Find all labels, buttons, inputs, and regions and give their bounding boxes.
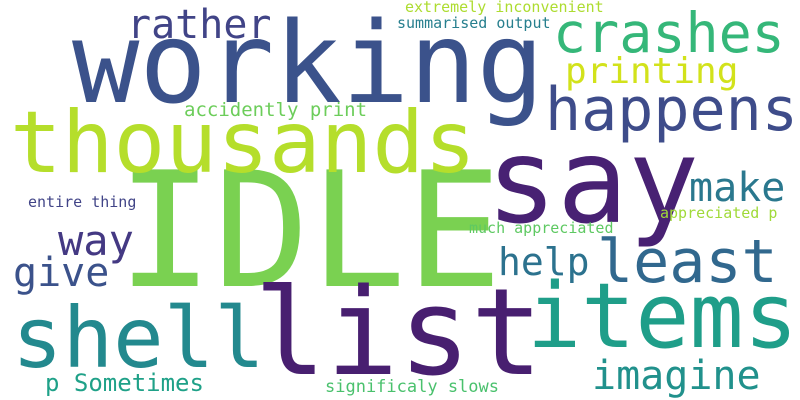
word-appreciated-p: appreciated p [660, 204, 778, 222]
word-list: list [254, 264, 543, 400]
word-least: least [597, 227, 778, 297]
word-significaly-slows: significaly slows [325, 377, 499, 397]
word-shell: shell [12, 289, 265, 387]
word-accidently-print: accidently print [184, 99, 368, 121]
word-say: say [486, 112, 700, 250]
word-make: make [689, 165, 786, 211]
word-summarised-output: summarised output [397, 14, 551, 32]
word-entire-thing: entire thing [28, 193, 137, 211]
word-idle: IDLE [117, 137, 503, 324]
word-help: help [498, 240, 590, 284]
word-way: way [58, 216, 134, 265]
word-printing: printing [565, 51, 739, 92]
word-happens: happens [545, 75, 798, 145]
word-rather: rather [127, 2, 272, 48]
word-much-appreciated: much appreciated [469, 219, 614, 237]
word-give: give [13, 250, 110, 296]
word-thousands: thousands [10, 93, 476, 193]
word-items: items [527, 264, 798, 369]
word-imagine: imagine [592, 353, 761, 399]
word-crashes: crashes [553, 1, 785, 65]
word-extremely-inconvenient: extremely inconvenient [405, 0, 604, 16]
word-p-sometimes: p Sometimes [45, 369, 204, 397]
word-working: working [72, 0, 545, 129]
